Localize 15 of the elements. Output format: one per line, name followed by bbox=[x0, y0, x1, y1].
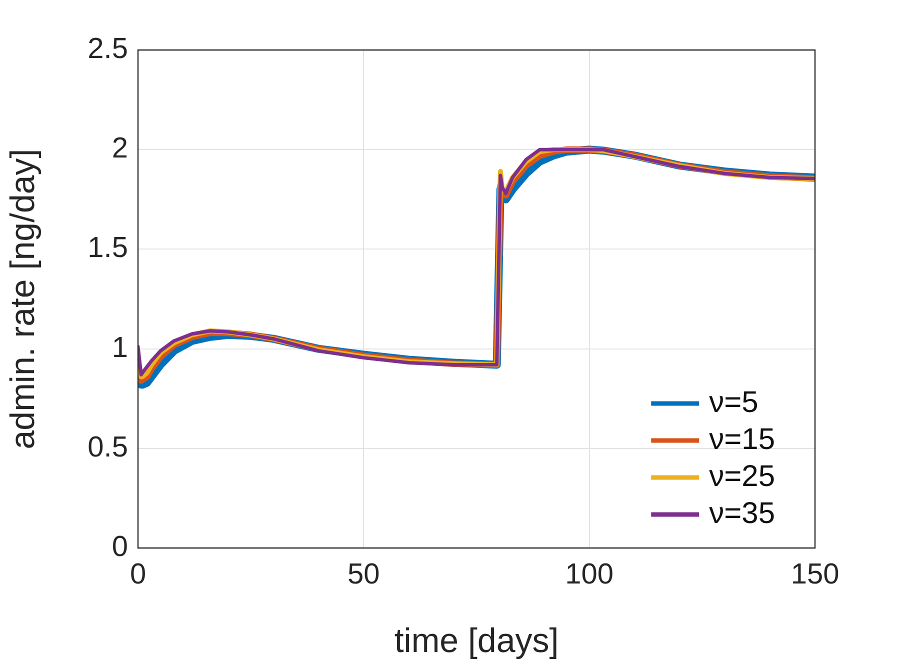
y-tick-label: 2 bbox=[112, 132, 128, 165]
legend-label: ν=25 bbox=[709, 460, 775, 493]
y-tick-label: 1 bbox=[112, 332, 128, 364]
y-tick-label: 1.5 bbox=[88, 232, 128, 264]
x-axis-title: time [days] bbox=[394, 622, 559, 660]
x-tick-label: 50 bbox=[348, 558, 380, 590]
y-tick-label: 0 bbox=[112, 531, 128, 563]
legend-label: ν=5 bbox=[709, 386, 758, 419]
x-tick-label: 150 bbox=[790, 558, 840, 590]
y-axis-title: admin. rate [ng/day] bbox=[4, 148, 42, 450]
x-tick-label: 100 bbox=[565, 558, 614, 590]
y-tick-label: 0.5 bbox=[88, 431, 128, 464]
y-tick-label: 2.5 bbox=[88, 33, 128, 65]
legend-label: ν=15 bbox=[709, 422, 775, 456]
legend-label: ν=35 bbox=[709, 496, 775, 530]
